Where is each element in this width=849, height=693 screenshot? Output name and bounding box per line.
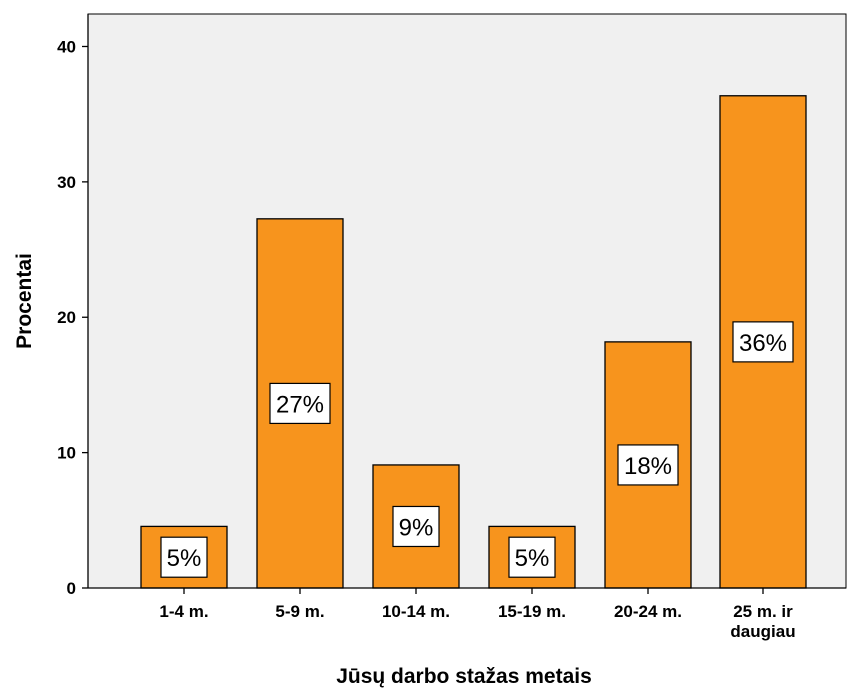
x-tick-label: 25 m. ir — [733, 602, 793, 621]
y-tick-label: 20 — [57, 308, 76, 327]
x-axis: 1-4 m. 5-9 m. 10-14 m. 15-19 m. 20-24 m. 25 m… — [88, 587, 846, 641]
y-axis: 0 10 20 30 40 — [57, 14, 89, 598]
y-tick-label: 0 — [67, 579, 76, 598]
x-tick-label: 5-9 m. — [275, 602, 324, 621]
y-tick-label: 40 — [57, 37, 76, 56]
data-label-box — [508, 536, 556, 578]
x-axis-title: Jūsų darbo stažas metais — [336, 665, 592, 688]
x-tick-label: 20-24 m. — [614, 602, 682, 621]
data-label-box — [732, 321, 794, 363]
data-label-box — [269, 382, 331, 425]
data-label: 9% — [399, 514, 434, 541]
data-label-box — [392, 505, 440, 548]
data-labels-group: 5% 27% 9% 5% 18% 36% — [160, 321, 794, 578]
data-label: 18% — [624, 453, 672, 480]
data-label-box — [617, 444, 679, 486]
x-tick-label: 10-14 m. — [382, 602, 450, 621]
data-label: 27% — [276, 391, 324, 418]
data-label: 5% — [167, 545, 202, 572]
y-tick-label: 30 — [57, 173, 76, 192]
x-tick-label: 1-4 m. — [159, 602, 208, 621]
data-label-box — [160, 536, 208, 578]
data-label: 36% — [739, 330, 787, 357]
x-tick-label: daugiau — [730, 622, 795, 641]
y-axis-title: Procentai — [13, 253, 36, 349]
y-tick-label: 10 — [57, 444, 76, 463]
x-tick-label: 15-19 m. — [498, 602, 566, 621]
data-label: 5% — [515, 545, 550, 572]
